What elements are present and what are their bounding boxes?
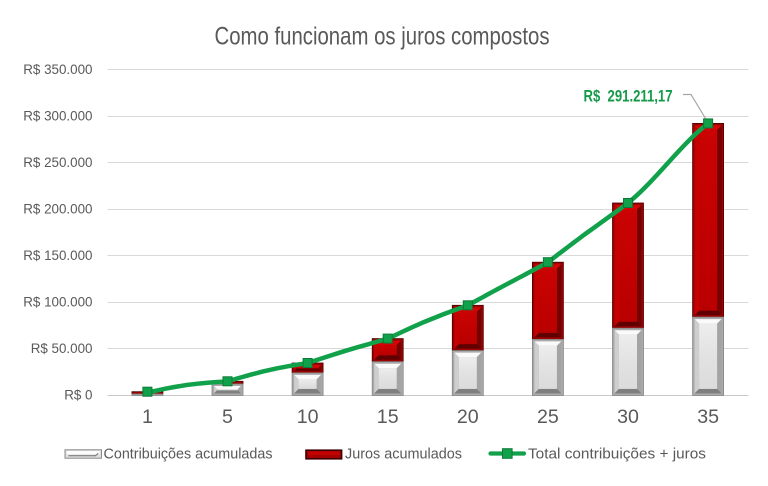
svg-text:R$ 150.000: R$ 150.000 <box>23 248 92 263</box>
svg-text:R$ 300.000: R$ 300.000 <box>23 109 92 124</box>
svg-text:Total contribuições + juros: Total contribuições + juros <box>528 447 706 463</box>
svg-text:R$ 350.000: R$ 350.000 <box>23 62 92 77</box>
svg-text:15: 15 <box>377 406 399 428</box>
svg-text:1: 1 <box>142 406 153 428</box>
svg-text:35: 35 <box>697 406 719 428</box>
svg-text:R$ 250.000: R$ 250.000 <box>23 155 92 170</box>
svg-text:5: 5 <box>222 406 233 428</box>
svg-text:R$ 100.000: R$ 100.000 <box>23 295 92 310</box>
svg-text:25: 25 <box>537 406 559 428</box>
svg-text:R$ 200.000: R$ 200.000 <box>23 202 92 217</box>
svg-text:R$ 50.000: R$ 50.000 <box>31 341 93 356</box>
svg-text:R$ 291.211,17: R$ 291.211,17 <box>584 87 673 106</box>
svg-text:Juros acumulados: Juros acumulados <box>345 447 462 463</box>
svg-text:30: 30 <box>617 406 639 428</box>
svg-text:10: 10 <box>297 406 319 428</box>
svg-text:Como funcionam os juros compos: Como funcionam os juros compostos <box>215 23 550 51</box>
svg-text:Contribuições acumuladas: Contribuições acumuladas <box>104 447 273 463</box>
svg-text:R$ 0: R$ 0 <box>64 388 92 403</box>
svg-text:20: 20 <box>457 406 479 428</box>
